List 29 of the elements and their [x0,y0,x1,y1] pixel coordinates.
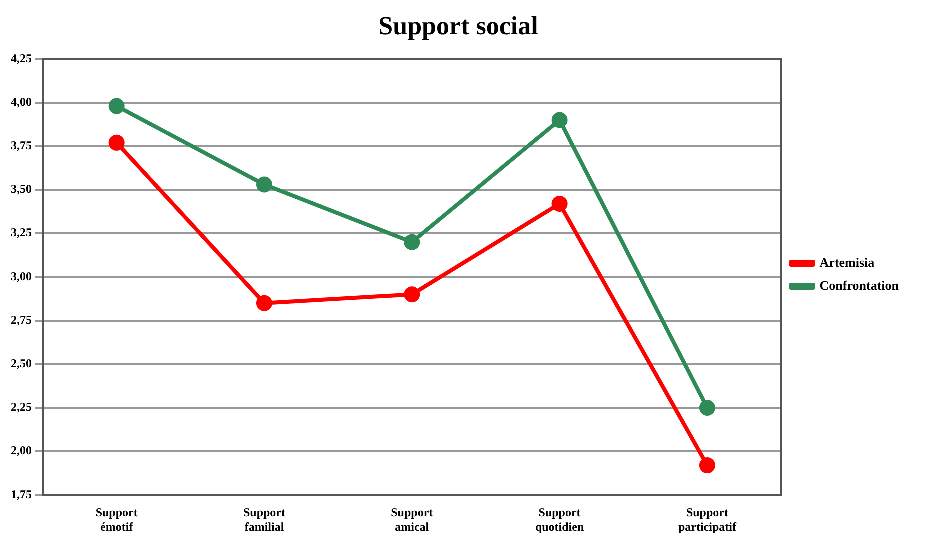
y-tick-label: 2,50 [11,356,32,370]
y-tick-label: 2,25 [11,400,32,414]
chart-title: Support social [378,11,538,40]
legend-label: Artemisia [820,254,876,270]
y-tick-label: 4,00 [11,94,32,109]
y-tick-label: 3,25 [11,226,32,240]
point [404,234,420,250]
point [108,98,125,114]
y-tick-label: 3,75 [11,138,32,152]
x-tick-label: Support émotif [96,505,138,534]
point [699,400,716,416]
point [256,176,272,193]
x-tick-label: Support amical [391,505,434,534]
point [108,134,125,151]
legend-label: Confrontation [820,278,900,293]
x-tick-label: Support familial [243,505,286,534]
x-tick-label: Support quotidien [535,505,584,534]
y-tick-label: 2,75 [11,312,32,327]
y-tick-label: 4,25 [11,51,32,66]
y-tick-label: 1,75 [11,487,32,502]
point [404,286,420,303]
point [552,196,568,212]
y-tick-label: 3,00 [11,269,32,284]
y-tick-label: 3,50 [11,182,32,196]
x-tick-label: Support participatif [678,505,738,534]
point [256,295,272,312]
point [552,112,568,128]
point [699,458,716,474]
y-tick-label: 2,00 [11,444,32,458]
